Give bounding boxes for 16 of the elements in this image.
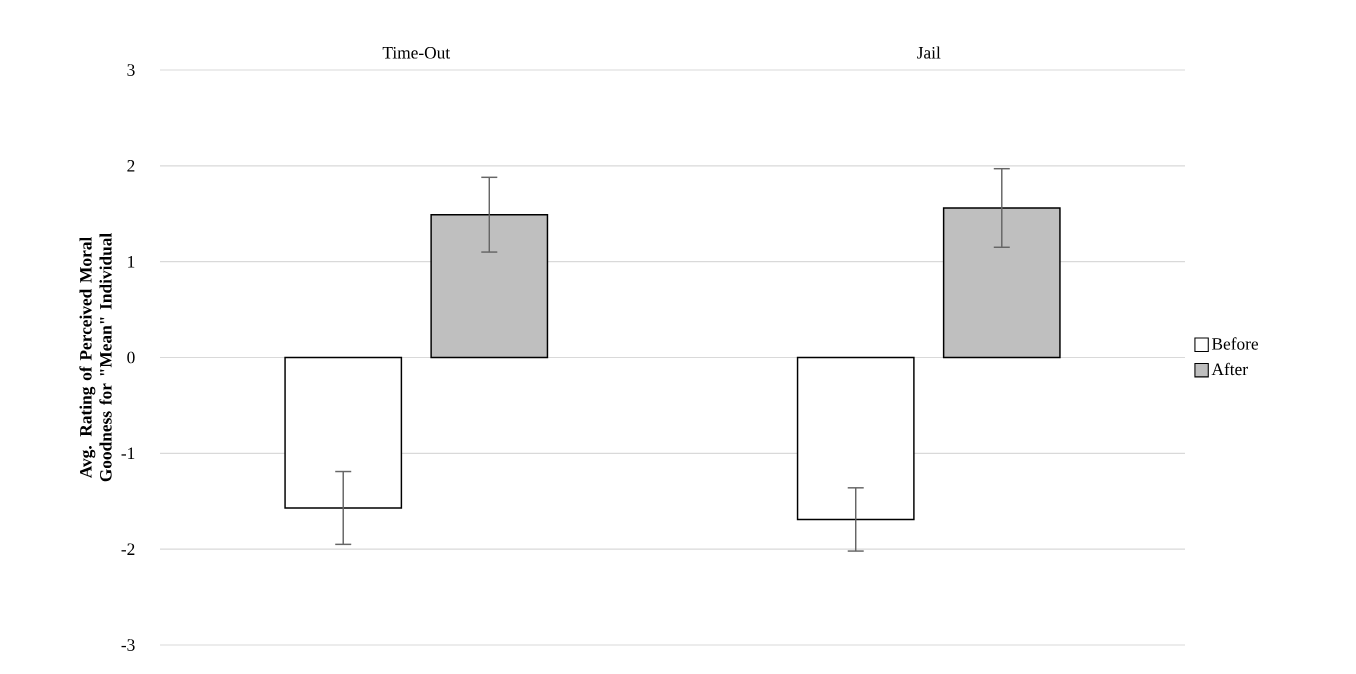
y-tick-label: 3: [127, 64, 135, 76]
legend-label: Before: [1211, 337, 1259, 350]
bar: [796, 356, 915, 521]
y-tick-label: -1: [121, 447, 135, 460]
y-tick-label: 2: [127, 160, 135, 172]
y-tick-label: -2: [121, 543, 135, 555]
legend-label: After: [1211, 362, 1248, 376]
x-tick-label: Time-Out: [382, 46, 451, 59]
x-tick-label: Jail: [917, 46, 941, 59]
bar: [430, 213, 549, 359]
y-tick-label: 0: [127, 351, 135, 364]
y-axis-title: Avg. Rating of Perceived Moral Goodness for "Mean" Individual: [79, 233, 112, 482]
bar: [284, 356, 403, 509]
bar: [942, 207, 1061, 359]
y-tick-label: 1: [128, 255, 135, 268]
y-tick-label: -3: [121, 639, 135, 651]
